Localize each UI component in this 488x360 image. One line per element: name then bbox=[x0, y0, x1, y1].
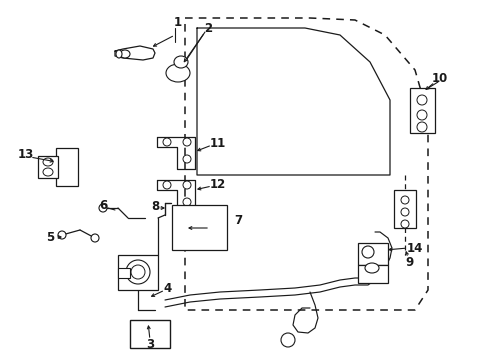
Text: 10: 10 bbox=[431, 72, 447, 85]
Ellipse shape bbox=[400, 208, 408, 216]
Bar bbox=[393, 190, 415, 228]
Text: 1: 1 bbox=[174, 15, 182, 28]
Ellipse shape bbox=[183, 138, 191, 146]
Text: 5: 5 bbox=[46, 230, 54, 243]
Ellipse shape bbox=[183, 155, 191, 163]
Ellipse shape bbox=[120, 50, 130, 58]
Ellipse shape bbox=[91, 234, 99, 242]
Ellipse shape bbox=[400, 220, 408, 228]
Ellipse shape bbox=[131, 265, 145, 279]
Ellipse shape bbox=[183, 181, 191, 189]
Bar bbox=[118, 255, 158, 290]
Text: 9: 9 bbox=[405, 256, 413, 269]
Ellipse shape bbox=[116, 50, 122, 58]
Bar bbox=[130, 320, 170, 348]
Text: 2: 2 bbox=[203, 22, 212, 35]
Text: 8: 8 bbox=[151, 199, 159, 212]
Ellipse shape bbox=[364, 263, 378, 273]
Bar bbox=[357, 265, 387, 283]
Bar bbox=[38, 156, 58, 178]
Bar bbox=[409, 88, 434, 133]
Ellipse shape bbox=[416, 110, 426, 120]
Ellipse shape bbox=[165, 64, 190, 82]
Text: 13: 13 bbox=[18, 148, 34, 161]
Text: 7: 7 bbox=[233, 213, 242, 226]
Text: 4: 4 bbox=[163, 282, 172, 294]
Ellipse shape bbox=[416, 122, 426, 132]
Ellipse shape bbox=[174, 56, 187, 68]
Ellipse shape bbox=[183, 198, 191, 206]
Ellipse shape bbox=[163, 138, 171, 146]
Ellipse shape bbox=[163, 181, 171, 189]
Text: 6: 6 bbox=[99, 198, 107, 212]
Ellipse shape bbox=[400, 196, 408, 204]
Ellipse shape bbox=[58, 231, 66, 239]
Ellipse shape bbox=[43, 168, 53, 176]
Bar bbox=[118, 268, 130, 278]
Bar bbox=[172, 205, 226, 250]
Ellipse shape bbox=[361, 246, 373, 258]
Ellipse shape bbox=[416, 95, 426, 105]
Text: 3: 3 bbox=[145, 338, 154, 351]
Text: 11: 11 bbox=[209, 136, 225, 149]
Ellipse shape bbox=[99, 204, 107, 212]
Bar bbox=[56, 148, 78, 186]
Text: 12: 12 bbox=[209, 177, 225, 190]
Ellipse shape bbox=[126, 260, 150, 284]
Ellipse shape bbox=[43, 158, 53, 166]
Text: 14: 14 bbox=[406, 242, 422, 255]
Bar bbox=[357, 243, 387, 265]
